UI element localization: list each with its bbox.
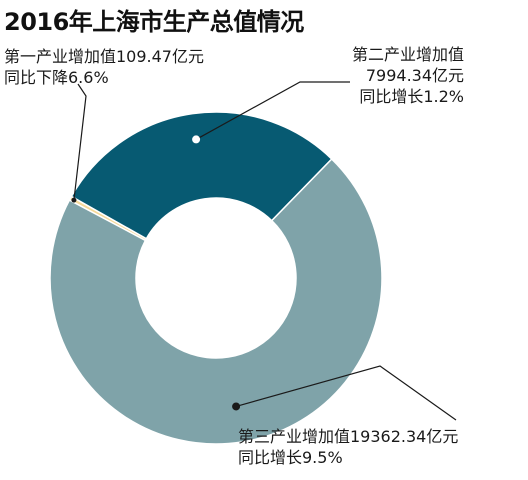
label-primary-industry: 第一产业增加值109.47亿元 同比下降6.6% (4, 46, 204, 88)
leader-line-primary (73, 83, 87, 201)
leader-dot-primary (71, 197, 77, 203)
label-primary-growth: 同比下降6.6% (4, 68, 109, 87)
label-secondary-growth: 同比增长1.2% (359, 87, 465, 106)
donut-slice-tertiary (49, 157, 383, 445)
label-tertiary-name-value: 第三产业增加值19362.34亿元 (238, 427, 459, 446)
leader-dot-tertiary (232, 402, 241, 411)
label-primary-name-value: 第一产业增加值109.47亿元 (4, 47, 204, 66)
label-secondary-industry: 第二产业增加值 7994.34亿元 同比增长1.2% (352, 44, 464, 107)
donut-slice-secondary (70, 111, 333, 240)
label-tertiary-growth: 同比增长9.5% (238, 448, 343, 467)
label-tertiary-industry: 第三产业增加值19362.34亿元 同比增长9.5% (238, 426, 458, 468)
leader-line-tertiary (235, 365, 457, 421)
label-secondary-name: 第二产业增加值 (352, 45, 465, 64)
chart-title: 2016年上海市生产总值情况 (4, 8, 304, 36)
leader-dot-secondary (192, 135, 201, 144)
label-secondary-value: 7994.34亿元 (365, 66, 465, 85)
leader-line-secondary (195, 81, 350, 140)
